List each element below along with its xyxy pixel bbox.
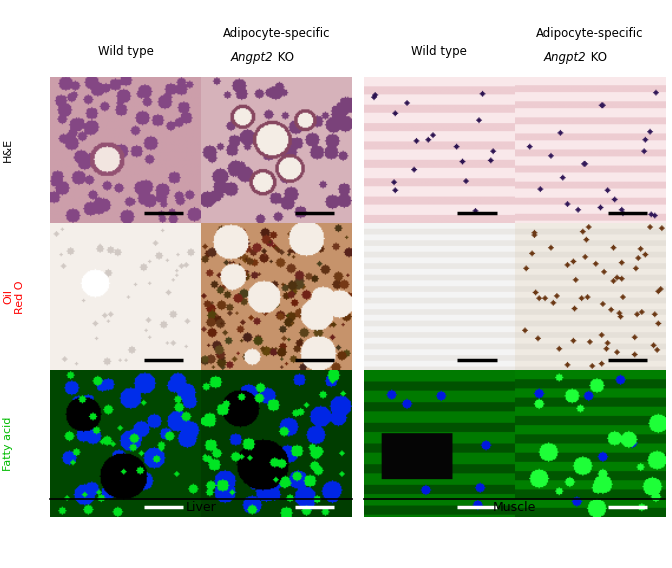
- Text: Angpt2: Angpt2: [544, 51, 587, 64]
- Text: Adipocyte-specific: Adipocyte-specific: [536, 27, 644, 40]
- Text: KO: KO: [274, 51, 294, 64]
- Text: Wild type: Wild type: [411, 45, 467, 59]
- Text: Adipocyte-specific: Adipocyte-specific: [222, 27, 330, 40]
- Text: Oil
Red O: Oil Red O: [3, 280, 25, 314]
- Text: Liver: Liver: [185, 501, 216, 514]
- Text: Muscle: Muscle: [493, 501, 536, 514]
- Text: Wild type: Wild type: [98, 45, 154, 59]
- Text: KO: KO: [587, 51, 607, 64]
- Text: Angpt2: Angpt2: [230, 51, 273, 64]
- Text: Fatty acid: Fatty acid: [3, 416, 13, 471]
- Text: H&E: H&E: [3, 138, 13, 162]
